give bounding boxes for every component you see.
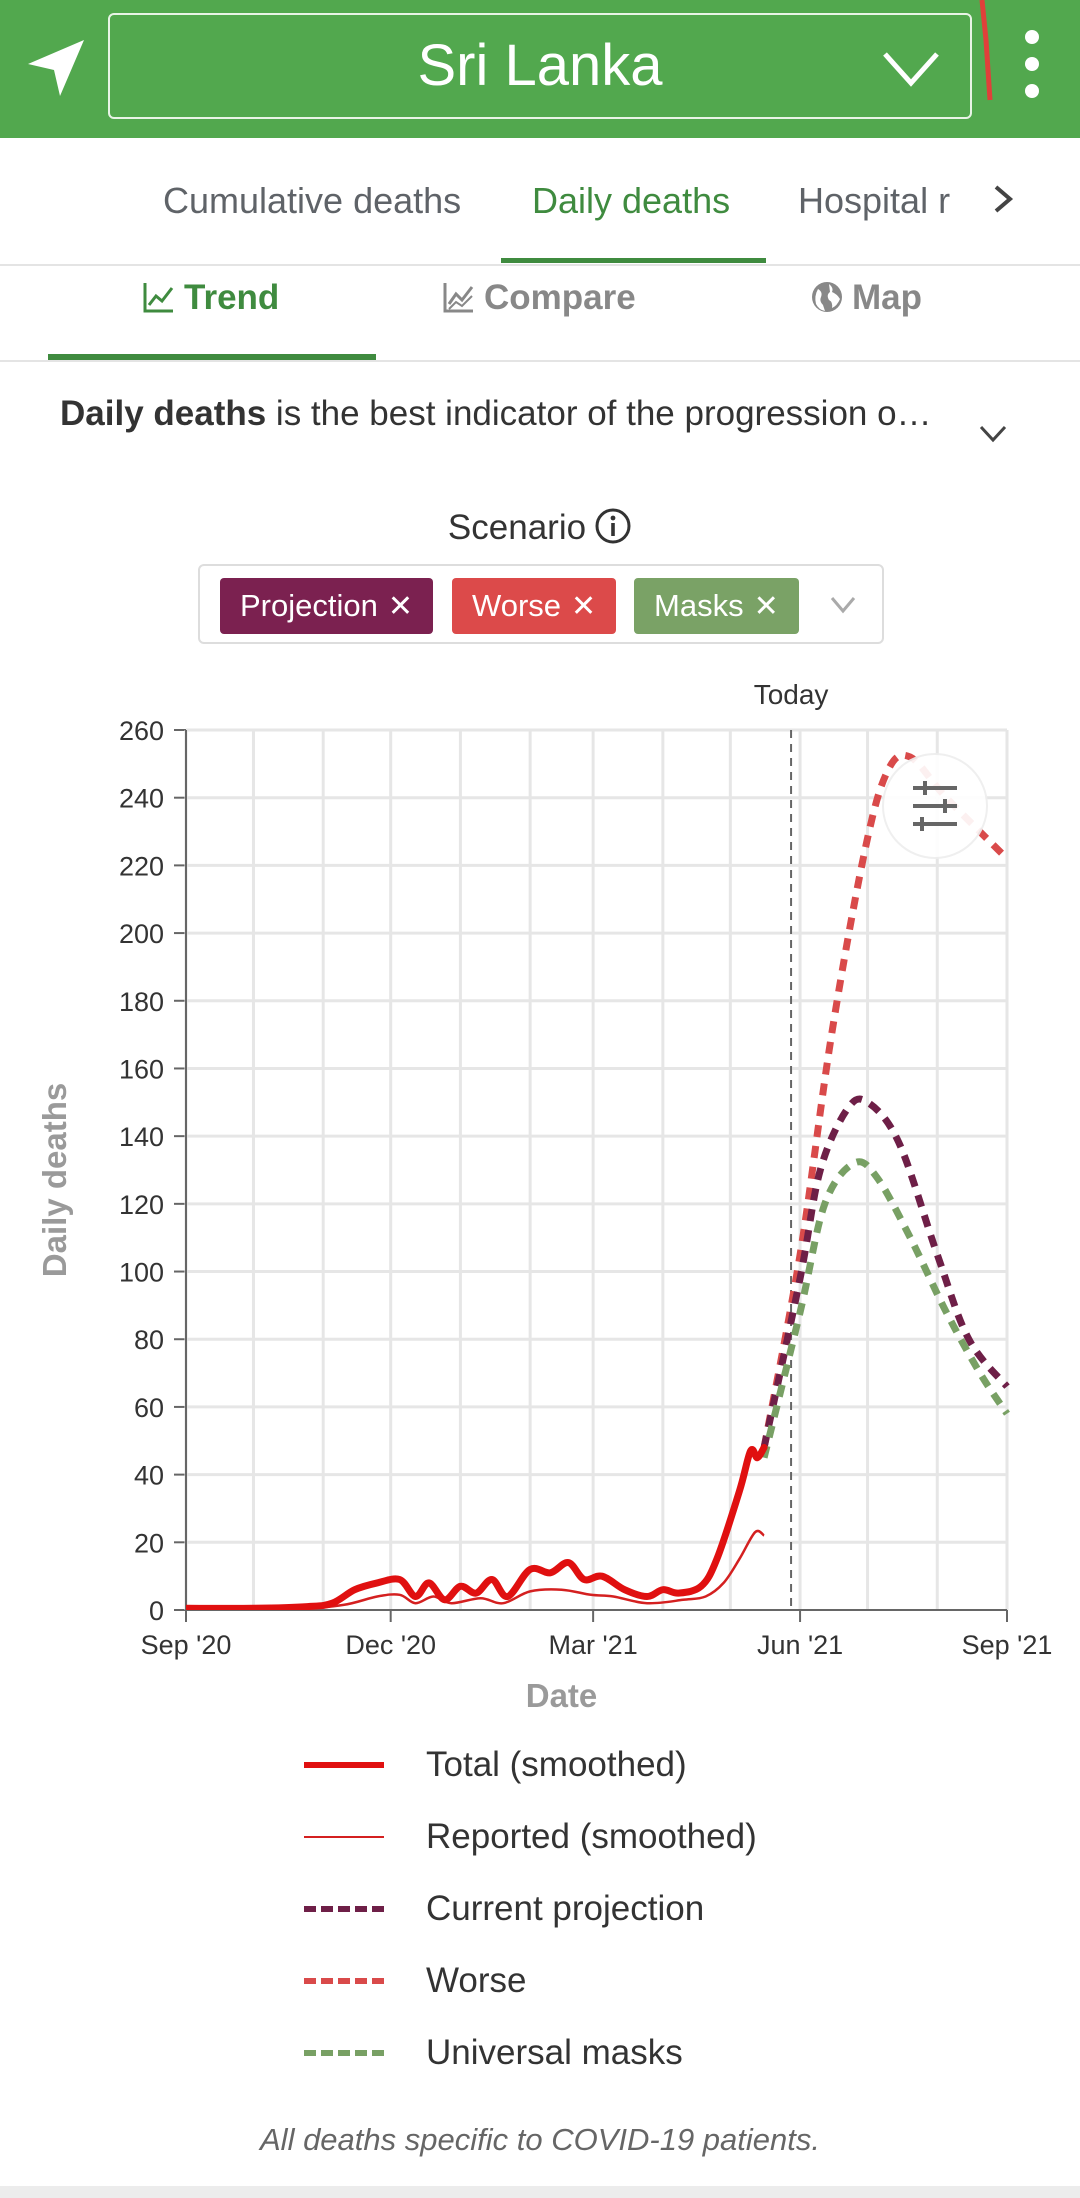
y-tick-label: 200 [119, 919, 164, 949]
series-line-total-smoothed [186, 1444, 768, 1610]
close-icon[interactable]: ✕ [753, 590, 779, 623]
chevron-right-icon[interactable] [988, 184, 1018, 214]
tab-hospital-label: Hospital r [798, 180, 951, 221]
y-tick-label: 140 [119, 1122, 164, 1152]
chevron-down-icon [883, 52, 939, 87]
x-tick-label: Sep '20 [141, 1630, 232, 1660]
globe-icon [812, 282, 842, 312]
scenario-heading: Scenario [0, 506, 1080, 550]
y-tick-label: 40 [134, 1461, 164, 1491]
legend-item[interactable]: Universal masks [300, 2028, 900, 2078]
legend-item[interactable]: Current projection [300, 1884, 900, 1934]
series-line-reported-smoothed [186, 1529, 765, 1610]
view-tabs: Trend Compare Map [0, 266, 1080, 362]
description-bold: Daily deaths [60, 394, 267, 433]
y-tick-label: 180 [119, 987, 164, 1017]
y-tick-label: 60 [134, 1393, 164, 1423]
y-axis-label: Daily deaths [36, 1083, 73, 1277]
tab-cumulative-deaths[interactable]: Cumulative deaths [163, 180, 462, 221]
info-icon[interactable] [594, 507, 632, 545]
y-tick-label: 160 [119, 1054, 164, 1084]
chip-masks[interactable]: Masks ✕ [634, 578, 799, 634]
x-tick-label: Sep '21 [962, 1630, 1053, 1660]
series-line-current-projection [760, 1095, 1010, 1449]
description-text: is the best indicator of the progression… [266, 394, 932, 433]
legend-swatch [304, 1836, 384, 1838]
y-tick-label: 100 [119, 1258, 164, 1288]
tab-trend-label: Trend [184, 278, 280, 317]
y-tick-label: 220 [119, 851, 164, 881]
legend-label: Universal masks [426, 2033, 683, 2072]
chip-worse-label: Worse [472, 588, 562, 623]
close-icon[interactable]: ✕ [571, 590, 597, 623]
legend-item[interactable]: Worse [300, 1956, 900, 2006]
tab-map[interactable]: Map [810, 276, 922, 320]
tab-daily-deaths[interactable]: Daily deaths [532, 180, 731, 221]
footnote: All deaths specific to COVID-19 patients… [260, 2122, 820, 2157]
bottom-edge [0, 2186, 1080, 2198]
legend-swatch [304, 1906, 384, 1912]
chip-projection[interactable]: Projection ✕ [220, 578, 433, 634]
legend-label: Reported (smoothed) [426, 1817, 757, 1856]
legend-label: Total (smoothed) [426, 1745, 687, 1784]
today-label: Today [754, 679, 829, 710]
series-line-worse [760, 751, 1010, 1449]
scenario-select[interactable]: Projection ✕ Worse ✕ Masks ✕ [198, 564, 884, 644]
legend-swatch [304, 1762, 384, 1768]
location-selector[interactable]: Sri Lanka [108, 13, 972, 119]
x-tick-label: Dec '20 [345, 1630, 436, 1660]
legend-label: Current projection [426, 1889, 705, 1928]
chip-masks-label: Masks [654, 588, 744, 623]
x-tick-label: Mar '21 [549, 1630, 638, 1660]
series-line-universal-masks [760, 1158, 1010, 1459]
red-stroke-mark [979, 0, 993, 101]
kebab-menu-icon[interactable] [1010, 30, 1054, 106]
y-tick-label: 120 [119, 1190, 164, 1220]
legend-item[interactable]: Reported (smoothed) [300, 1812, 900, 1862]
y-tick-label: 0 [149, 1596, 164, 1626]
expand-chevron-icon[interactable] [978, 418, 1008, 448]
y-tick-label: 240 [119, 784, 164, 814]
location-label: Sri Lanka [417, 33, 663, 98]
x-axis-label: Date [526, 1677, 598, 1714]
y-tick-label: 20 [134, 1528, 164, 1558]
tab-map-label: Map [852, 278, 922, 317]
sliders-icon[interactable] [913, 781, 957, 831]
close-icon[interactable]: ✕ [387, 590, 413, 623]
chevron-down-icon[interactable] [830, 594, 856, 616]
metric-tabs: Cumulative deaths Daily deaths Hospital … [0, 138, 1080, 266]
legend-item[interactable]: Total (smoothed) [300, 1740, 900, 1790]
tab-hospital[interactable]: Hospital r [798, 178, 952, 226]
active-subtab-indicator [48, 354, 376, 360]
active-tab-indicator [501, 258, 766, 263]
navigation-arrow-icon[interactable] [20, 30, 94, 104]
chip-projection-label: Projection [240, 588, 378, 623]
tab-compare[interactable]: Compare [442, 276, 636, 320]
chip-worse[interactable]: Worse ✕ [452, 578, 617, 634]
legend-label: Worse [426, 1961, 527, 2000]
tab-trend[interactable]: Trend [142, 276, 279, 320]
x-tick-label: Jun '21 [757, 1630, 843, 1660]
compare-chart-icon [443, 283, 474, 313]
top-app-bar: Sri Lanka [0, 0, 1080, 138]
y-tick-label: 260 [119, 716, 164, 746]
line-chart-icon [143, 283, 174, 313]
legend-swatch [304, 2050, 384, 2056]
daily-deaths-chart: 0 20 40 60 80 100 120 140 160 180 200 220 240 260 Sep … [36, 679, 1053, 1714]
tab-compare-label: Compare [484, 278, 636, 317]
scenario-label: Scenario [447, 508, 587, 547]
metric-description[interactable]: Daily deaths is the best indicator of th… [60, 392, 960, 436]
y-tick-label: 80 [134, 1325, 164, 1355]
legend-swatch [304, 1978, 384, 1984]
